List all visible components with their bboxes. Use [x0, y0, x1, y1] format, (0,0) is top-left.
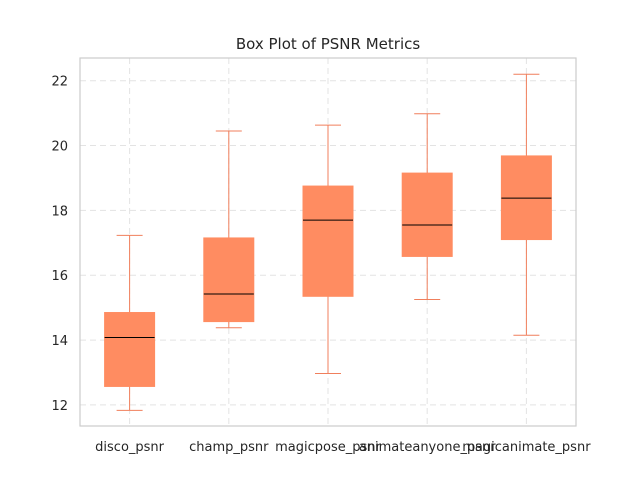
y-tick-label: 12 [51, 399, 68, 414]
box-magicanimate_psnr [500, 73, 552, 336]
axes [79, 57, 577, 427]
x-tick-label: magicpose_psnr [275, 440, 381, 455]
y-tick-label: 22 [51, 75, 68, 90]
iqr-box [104, 312, 156, 387]
iqr-box [302, 185, 354, 297]
x-tick-label: disco_psnr [95, 440, 165, 455]
iqr-box [203, 237, 255, 323]
y-tick-label: 16 [51, 269, 68, 284]
tick-labels: 12 14 16 18 20 22 disco_psnr champ_psnr magicpos… [51, 75, 591, 455]
x-tick-label: animateanyone_psnr [359, 440, 496, 455]
y-tick-label: 20 [51, 140, 68, 155]
chart-title: Box Plot of PSNR Metrics [236, 35, 421, 53]
boxes [104, 73, 552, 411]
x-tick-label: champ_psnr [189, 440, 269, 455]
box-champ_psnr [203, 130, 255, 329]
box-animateanyone_psnr [401, 113, 453, 301]
box-magicpose_psnr [302, 124, 354, 374]
plot-frame [79, 57, 577, 427]
x-tick-label: magicanimate_psnr [462, 440, 591, 455]
y-tick-label: 14 [51, 334, 68, 349]
iqr-box [401, 172, 453, 257]
y-tick-label: 18 [51, 204, 68, 219]
box-disco_psnr [104, 234, 156, 411]
